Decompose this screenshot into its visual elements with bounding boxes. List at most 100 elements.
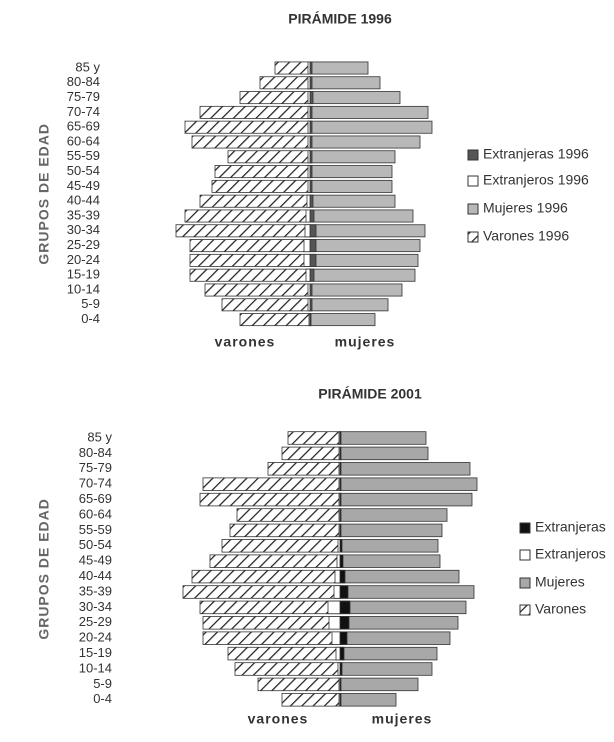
bar (309, 165, 393, 179)
bar (227, 646, 341, 661)
left-label: varones (248, 711, 309, 727)
bar (303, 239, 311, 253)
bar (184, 209, 311, 223)
legend-label: Mujeres (535, 574, 585, 590)
bar (309, 209, 414, 223)
bar (307, 298, 311, 312)
bar (214, 165, 311, 179)
category-label: 20-24 (67, 252, 100, 267)
category-label: 75-79 (79, 460, 112, 475)
category-label: 0-4 (81, 311, 100, 326)
legend-swatch (519, 577, 531, 589)
bar (328, 616, 341, 630)
bar (308, 313, 311, 327)
bar (309, 76, 381, 90)
bar (184, 120, 311, 134)
legend-swatch (519, 522, 531, 534)
bar (309, 298, 389, 312)
category-label: 5-9 (93, 676, 112, 691)
bar (309, 61, 369, 75)
bar (339, 554, 344, 568)
category-label: 15-19 (79, 645, 112, 660)
bar (339, 646, 345, 661)
bar (338, 492, 341, 507)
bar (309, 253, 419, 267)
bar (281, 693, 341, 707)
bar (189, 253, 311, 267)
bar (229, 523, 341, 538)
bar (307, 120, 311, 134)
bar (189, 268, 311, 282)
bar (331, 631, 341, 645)
bar (339, 600, 467, 615)
bar (339, 569, 460, 584)
bar (309, 253, 317, 267)
bar (335, 646, 341, 661)
category-label: 50-54 (67, 163, 100, 178)
bar (339, 539, 439, 553)
bar (191, 569, 341, 584)
bar (227, 150, 311, 164)
bar (257, 677, 341, 692)
bar (336, 554, 341, 568)
bar (221, 539, 341, 553)
y-axis-label: GRUPOS DE EDAD (36, 498, 52, 640)
bar (204, 283, 311, 297)
bar (309, 91, 314, 105)
category-label: 40-44 (67, 193, 100, 208)
category-label: 35-39 (67, 207, 100, 222)
legend-label: Mujeres 1996 (483, 200, 568, 216)
bar (199, 492, 341, 507)
bar (333, 585, 341, 599)
category-label: 50-54 (79, 537, 112, 552)
bar (339, 646, 438, 661)
category-label: 65-69 (79, 491, 112, 506)
category-label: 35-39 (79, 583, 112, 598)
bar (338, 462, 341, 476)
legend-swatch (467, 175, 479, 187)
bar (339, 446, 429, 461)
legend-label: Extranjeras 1996 (483, 146, 589, 162)
bar (274, 61, 311, 75)
bar (267, 462, 341, 476)
category-label: 30-34 (67, 222, 100, 237)
y-axis-label: GRUPOS DE EDAD (36, 123, 52, 265)
bar (199, 105, 311, 119)
bar (307, 61, 311, 75)
legend-swatch (467, 203, 479, 215)
bar (339, 600, 351, 615)
category-label: 10-14 (79, 660, 112, 675)
bar (339, 677, 419, 692)
bar (339, 477, 478, 491)
category-label: 5-9 (81, 296, 100, 311)
bar (309, 150, 396, 164)
bar (307, 91, 311, 105)
bar (211, 179, 311, 193)
bar (338, 508, 341, 522)
right-label: mujeres (372, 711, 433, 727)
bar (307, 165, 311, 179)
bar (307, 76, 311, 90)
right-label: mujeres (335, 334, 396, 350)
chart-title: PIRÁMIDE 2001 (318, 386, 422, 402)
bar (182, 585, 341, 599)
category-label: 70-74 (79, 476, 112, 491)
category-label: 45-49 (67, 178, 100, 193)
category-label: 75-79 (67, 89, 100, 104)
bar (339, 431, 427, 445)
bar (339, 616, 350, 630)
bar (339, 616, 459, 630)
category-label: 25-29 (79, 614, 112, 629)
category-label: 30-34 (79, 599, 112, 614)
bar (305, 268, 311, 282)
category-label: 85 y (87, 429, 112, 444)
bar (309, 194, 396, 208)
legend-label: Extranjeros (535, 546, 606, 562)
legend-swatch (519, 549, 531, 561)
bar (309, 224, 426, 238)
bar (309, 313, 376, 327)
bar (339, 585, 349, 599)
bar (327, 600, 341, 615)
bar (338, 677, 341, 692)
